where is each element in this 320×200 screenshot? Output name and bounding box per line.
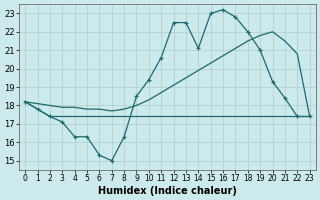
X-axis label: Humidex (Indice chaleur): Humidex (Indice chaleur)	[98, 186, 237, 196]
